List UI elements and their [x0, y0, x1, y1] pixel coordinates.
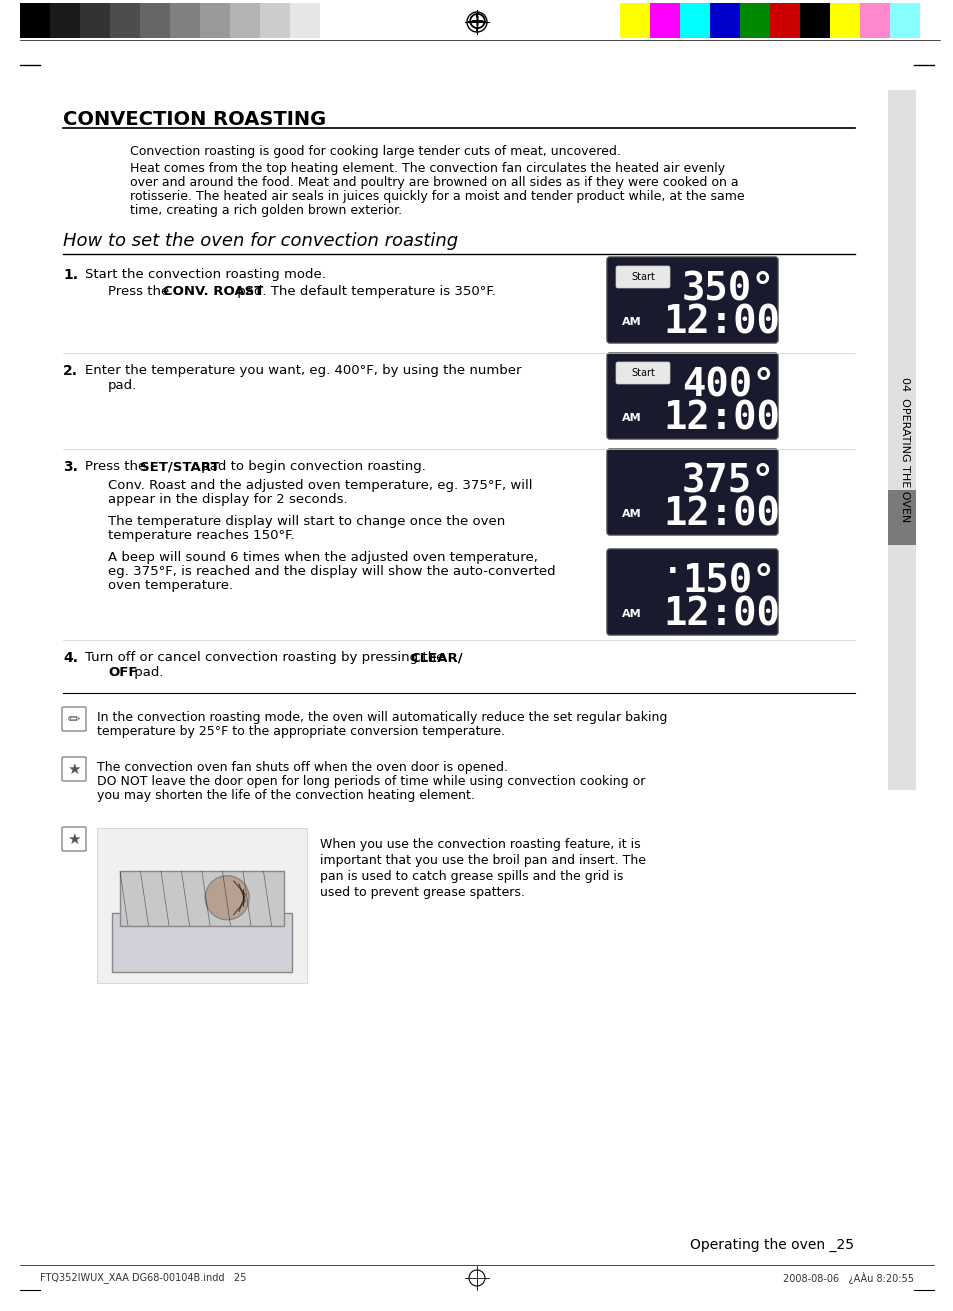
Text: Start: Start — [630, 368, 655, 378]
Text: FTQ352IWUX_XAA DG68-00104B.indd   25: FTQ352IWUX_XAA DG68-00104B.indd 25 — [40, 1273, 246, 1283]
Bar — [800, 3, 829, 38]
Text: 150°: 150° — [681, 562, 775, 600]
Bar — [110, 3, 140, 38]
Text: How to set the oven for convection roasting: How to set the oven for convection roast… — [63, 232, 457, 250]
Text: 1.: 1. — [63, 267, 78, 282]
Text: rotisserie. The heated air seals in juices quickly for a moist and tender produc: rotisserie. The heated air seals in juic… — [130, 190, 744, 203]
Text: Turn off or cancel convection roasting by pressing the: Turn off or cancel convection roasting b… — [85, 652, 448, 663]
Text: AM: AM — [621, 509, 641, 519]
Text: AM: AM — [621, 413, 641, 423]
Text: appear in the display for 2 seconds.: appear in the display for 2 seconds. — [108, 493, 347, 506]
Bar — [20, 3, 50, 38]
Text: CONVECTION ROASTING: CONVECTION ROASTING — [63, 110, 326, 128]
Bar — [97, 829, 307, 983]
Bar — [649, 3, 679, 38]
Bar — [887, 490, 915, 545]
Circle shape — [205, 876, 249, 920]
Bar — [769, 3, 800, 38]
Bar — [679, 3, 709, 38]
Text: 04  OPERATING THE OVEN: 04 OPERATING THE OVEN — [899, 378, 909, 523]
Text: The convection oven fan shuts off when the oven door is opened.: The convection oven fan shuts off when t… — [97, 760, 507, 773]
Text: used to prevent grease spatters.: used to prevent grease spatters. — [319, 886, 524, 899]
FancyBboxPatch shape — [62, 707, 86, 732]
Bar — [120, 872, 284, 926]
Text: Heat comes from the top heating element. The convection fan circulates the heate: Heat comes from the top heating element.… — [130, 163, 724, 174]
Text: Press the: Press the — [85, 460, 151, 473]
Text: OFF: OFF — [108, 666, 137, 679]
FancyBboxPatch shape — [606, 549, 778, 635]
Bar — [80, 3, 110, 38]
FancyBboxPatch shape — [606, 257, 778, 343]
Text: CLEAR/: CLEAR/ — [410, 652, 462, 663]
FancyBboxPatch shape — [606, 448, 778, 535]
Text: 12:00: 12:00 — [663, 496, 780, 534]
Bar — [319, 3, 350, 38]
Text: 400°: 400° — [681, 367, 775, 405]
Text: The temperature display will start to change once the oven: The temperature display will start to ch… — [108, 515, 505, 528]
Text: 12:00: 12:00 — [663, 595, 780, 633]
Bar — [889, 3, 919, 38]
Text: ★: ★ — [67, 831, 81, 847]
Text: AM: AM — [621, 610, 641, 619]
Bar — [112, 914, 292, 973]
Text: pad. The default temperature is 350°F.: pad. The default temperature is 350°F. — [233, 284, 496, 298]
Text: Operating the oven _25: Operating the oven _25 — [689, 1238, 853, 1252]
FancyBboxPatch shape — [616, 362, 669, 384]
Bar — [887, 90, 915, 791]
Text: important that you use the broil pan and insert. The: important that you use the broil pan and… — [319, 853, 645, 867]
Text: Press the: Press the — [108, 284, 173, 298]
Text: temperature by 25°F to the appropriate conversion temperature.: temperature by 25°F to the appropriate c… — [97, 725, 504, 738]
Text: you may shorten the life of the convection heating element.: you may shorten the life of the convecti… — [97, 789, 475, 802]
Text: 2008-08-06   ¿AÀu 8:20:55: 2008-08-06 ¿AÀu 8:20:55 — [782, 1272, 913, 1283]
Bar — [290, 3, 319, 38]
Text: Convection roasting is good for cooking large tender cuts of meat, uncovered.: Convection roasting is good for cooking … — [130, 146, 620, 159]
Text: In the convection roasting mode, the oven will automatically reduce the set regu: In the convection roasting mode, the ove… — [97, 711, 667, 724]
Text: ·: · — [666, 557, 678, 586]
Text: AM: AM — [621, 317, 641, 326]
Text: ✏: ✏ — [68, 712, 80, 726]
Bar — [829, 3, 859, 38]
Text: DO NOT leave the door open for long periods of time while using convection cooki: DO NOT leave the door open for long peri… — [97, 775, 644, 788]
Text: Conv. Roast and the adjusted oven temperature, eg. 375°F, will: Conv. Roast and the adjusted oven temper… — [108, 479, 532, 492]
Text: temperature reaches 150°F.: temperature reaches 150°F. — [108, 530, 294, 541]
FancyBboxPatch shape — [616, 266, 669, 288]
Text: 350°: 350° — [681, 270, 775, 308]
Text: pad.: pad. — [130, 666, 163, 679]
Text: When you use the convection roasting feature, it is: When you use the convection roasting fea… — [319, 838, 640, 851]
Text: 2.: 2. — [63, 364, 78, 378]
Text: pan is used to catch grease spills and the grid is: pan is used to catch grease spills and t… — [319, 871, 622, 884]
Bar — [740, 3, 769, 38]
Bar — [230, 3, 260, 38]
Text: oven temperature.: oven temperature. — [108, 579, 233, 593]
FancyBboxPatch shape — [606, 353, 778, 439]
Text: 375°: 375° — [681, 463, 775, 501]
Bar — [50, 3, 80, 38]
Text: Enter the temperature you want, eg. 400°F, by using the number: Enter the temperature you want, eg. 400°… — [85, 364, 521, 378]
Text: 3.: 3. — [63, 460, 78, 475]
Text: time, creating a rich golden brown exterior.: time, creating a rich golden brown exter… — [130, 205, 402, 218]
Text: ⊕: ⊕ — [466, 10, 487, 34]
Text: over and around the food. Meat and poultry are browned on all sides as if they w: over and around the food. Meat and poult… — [130, 176, 738, 189]
Bar — [619, 3, 649, 38]
Text: 12:00: 12:00 — [663, 303, 780, 341]
Text: eg. 375°F, is reached and the display will show the auto-converted: eg. 375°F, is reached and the display wi… — [108, 565, 555, 578]
Bar — [709, 3, 740, 38]
Text: ★: ★ — [67, 762, 81, 776]
Text: A beep will sound 6 times when the adjusted oven temperature,: A beep will sound 6 times when the adjus… — [108, 551, 537, 564]
Bar — [170, 3, 200, 38]
FancyBboxPatch shape — [62, 827, 86, 851]
FancyBboxPatch shape — [62, 756, 86, 781]
Text: Start: Start — [630, 271, 655, 282]
Text: 12:00: 12:00 — [663, 400, 780, 438]
Text: Start the convection roasting mode.: Start the convection roasting mode. — [85, 267, 326, 281]
Text: SET/START: SET/START — [140, 460, 219, 473]
Text: 4.: 4. — [63, 652, 78, 665]
Text: pad.: pad. — [108, 379, 137, 392]
Bar — [140, 3, 170, 38]
Text: pad to begin convection roasting.: pad to begin convection roasting. — [196, 460, 425, 473]
Text: CONV. ROAST: CONV. ROAST — [163, 284, 263, 298]
Bar — [200, 3, 230, 38]
Bar — [260, 3, 290, 38]
Bar — [859, 3, 889, 38]
